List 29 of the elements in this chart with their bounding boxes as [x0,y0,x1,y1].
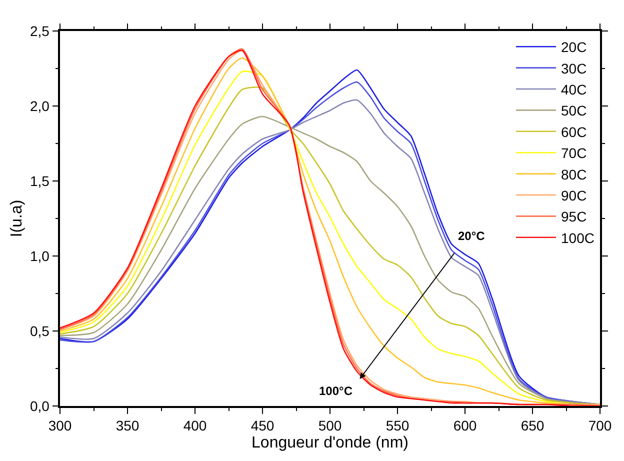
x-tick-label: 700 [588,418,612,434]
x-tick-label: 450 [250,418,274,434]
y-tick-label: 1,5 [30,172,50,189]
legend-label: 20C [561,39,587,56]
x-tick-label: 400 [183,418,207,434]
x-tick-label: 550 [386,418,410,434]
x-axis-title: Longueur d'onde (nm) [252,434,408,452]
legend-label: 50C [561,102,587,119]
x-tick-label: 500 [318,418,342,434]
legend-label: 30C [561,60,587,76]
x-tick-label: 350 [116,418,140,434]
y-tick-label: 0,5 [30,322,50,339]
legend-label: 95C [561,208,587,225]
legend-label: 90C [561,187,587,204]
y-axis-title: I(u.a) [8,200,26,238]
x-tick-label: 650 [520,418,544,434]
y-tick-label: 1,0 [30,248,50,264]
y-tick-label: 0,0 [30,398,50,414]
annotation: 20°C [458,229,486,243]
annotation: 100°C [319,384,353,398]
legend-label: 60C [561,124,587,140]
legend-label: 80C [561,166,587,182]
legend-label: 70C [561,145,587,162]
y-tick-label: 2,5 [30,22,50,39]
x-tick-label: 600 [453,418,477,434]
legend-label: 40C [561,81,587,98]
y-tick-label: 2,0 [30,98,50,114]
legend-label: 100C [561,230,594,246]
x-tick-label: 300 [48,418,72,434]
